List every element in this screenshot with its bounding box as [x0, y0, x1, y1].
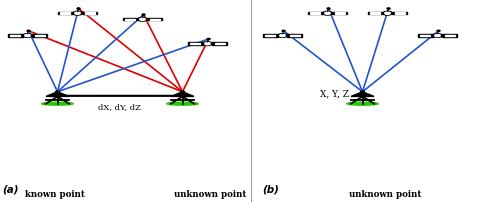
Circle shape	[325, 13, 330, 15]
Circle shape	[142, 15, 145, 16]
Bar	[288, 35, 302, 38]
Circle shape	[75, 13, 80, 15]
Bar	[82, 13, 98, 15]
Bar	[122, 19, 138, 21]
Text: unknown point: unknown point	[174, 189, 246, 198]
Bar	[150, 19, 160, 21]
Bar	[190, 44, 200, 45]
Circle shape	[73, 12, 82, 16]
Circle shape	[23, 35, 32, 38]
Bar	[420, 36, 430, 37]
Circle shape	[278, 35, 287, 38]
Bar	[32, 35, 48, 38]
Bar	[334, 13, 345, 15]
Bar	[332, 13, 347, 15]
Bar	[368, 13, 382, 15]
Circle shape	[205, 43, 210, 45]
Circle shape	[138, 18, 147, 22]
Ellipse shape	[42, 103, 73, 106]
Circle shape	[27, 31, 30, 32]
Bar	[188, 43, 202, 46]
Bar	[442, 35, 458, 38]
Polygon shape	[351, 92, 374, 97]
Bar	[418, 35, 432, 38]
Circle shape	[207, 39, 210, 40]
Ellipse shape	[167, 103, 198, 106]
Circle shape	[435, 35, 440, 37]
Circle shape	[385, 13, 390, 15]
Circle shape	[56, 92, 60, 93]
Ellipse shape	[347, 103, 378, 106]
Text: unknown point: unknown point	[349, 189, 421, 198]
Circle shape	[77, 9, 80, 10]
Circle shape	[140, 19, 145, 21]
Bar	[265, 36, 276, 37]
Bar	[125, 19, 136, 21]
Circle shape	[327, 9, 330, 10]
Bar	[394, 13, 405, 15]
Text: (a): (a)	[2, 184, 19, 194]
Circle shape	[282, 31, 285, 32]
Bar	[370, 13, 380, 15]
Bar	[392, 13, 407, 15]
Bar	[212, 43, 228, 46]
Circle shape	[433, 35, 442, 38]
Circle shape	[387, 9, 390, 10]
Bar	[60, 13, 70, 15]
Circle shape	[383, 12, 392, 16]
Polygon shape	[46, 92, 69, 97]
Circle shape	[437, 31, 440, 32]
Circle shape	[280, 35, 285, 37]
Bar	[148, 19, 162, 21]
Circle shape	[203, 43, 212, 46]
Text: dX, dY, dZ: dX, dY, dZ	[98, 102, 142, 110]
Bar	[58, 13, 72, 15]
Bar	[8, 35, 22, 38]
Bar	[290, 36, 300, 37]
Text: X, Y, Z: X, Y, Z	[320, 89, 349, 98]
Text: known point: known point	[25, 189, 85, 198]
Circle shape	[25, 35, 30, 37]
Bar	[34, 36, 45, 37]
Text: (b): (b)	[262, 184, 280, 194]
Bar	[310, 13, 320, 15]
Bar	[10, 36, 20, 37]
Bar	[444, 36, 455, 37]
Circle shape	[360, 92, 364, 93]
Bar	[84, 13, 95, 15]
Polygon shape	[171, 92, 194, 97]
Bar	[262, 35, 278, 38]
Bar	[308, 13, 322, 15]
Bar	[214, 44, 225, 45]
Circle shape	[180, 92, 184, 93]
Circle shape	[323, 12, 332, 16]
